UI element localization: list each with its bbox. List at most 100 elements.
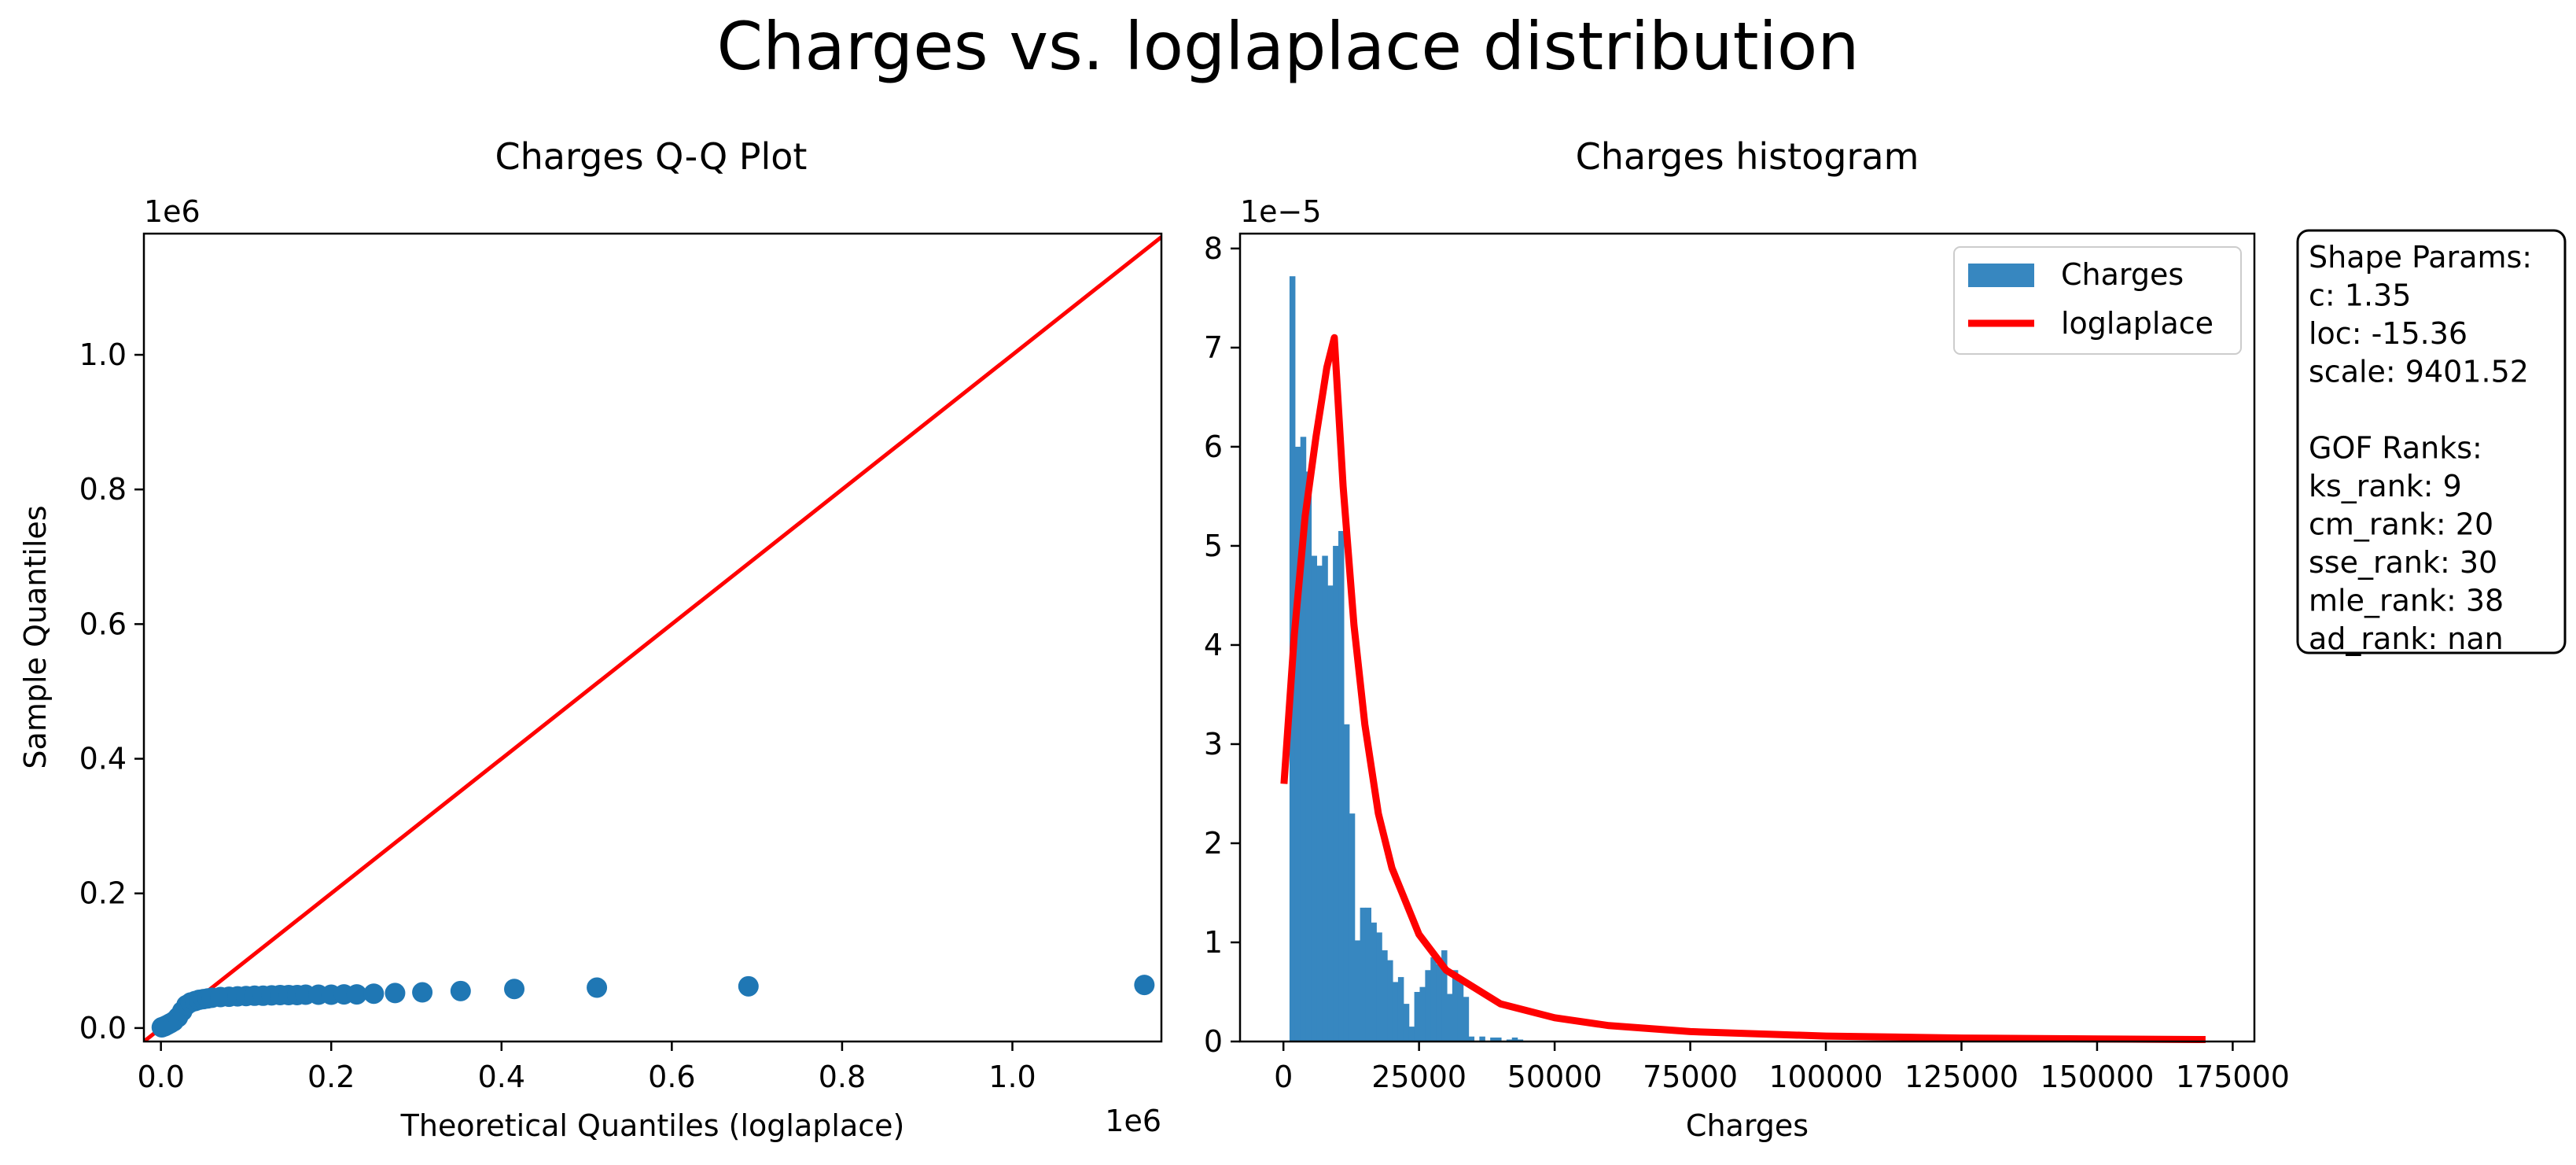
histogram-bar xyxy=(1468,1036,1475,1041)
histogram-bar xyxy=(1376,932,1382,1041)
histogram-bar xyxy=(1360,907,1367,1041)
legend-label-loglaplace: loglaplace xyxy=(2061,306,2214,341)
histogram-bar xyxy=(1408,1027,1415,1041)
histogram-bar xyxy=(1517,1039,1524,1041)
histogram-bar xyxy=(1382,950,1388,1041)
qq-point xyxy=(450,980,471,1001)
histogram-bar xyxy=(1392,982,1399,1041)
loglaplace-curve xyxy=(1280,334,2206,1043)
histogram-y-tick-label: 1 xyxy=(1204,925,1223,960)
qq-points xyxy=(151,975,1155,1038)
histogram-bar xyxy=(1436,964,1442,1041)
qq-y-tick-label: 0.6 xyxy=(79,606,127,641)
qq-plot-frame xyxy=(142,232,1163,1043)
histogram-x-tick-label: 125000 xyxy=(1904,1060,2018,1094)
histogram-bar xyxy=(1446,994,1453,1041)
histogram-bar xyxy=(1305,471,1312,1041)
histogram-x-tick-label: 50000 xyxy=(1507,1060,1603,1094)
histogram-bar xyxy=(1463,997,1470,1041)
histogram-x-tick-label: 175000 xyxy=(2176,1060,2290,1094)
qq-x-tick-label: 0.2 xyxy=(307,1060,355,1094)
histogram-bar xyxy=(1294,446,1301,1041)
histogram-bars xyxy=(1289,276,1524,1041)
qq-x-tick-label: 1.0 xyxy=(988,1060,1036,1094)
qq-y-tick-label: 0.4 xyxy=(79,742,127,776)
histogram-bar xyxy=(1371,922,1377,1041)
qq-point xyxy=(1134,975,1155,996)
qq-x-tick-label: 0.0 xyxy=(137,1060,184,1094)
histogram-x-tick-label: 25000 xyxy=(1371,1060,1466,1094)
histogram-x-tick-label: 0 xyxy=(1274,1060,1293,1094)
qq-point xyxy=(363,983,385,1005)
histogram-x-tick-label: 100000 xyxy=(1768,1060,1882,1094)
histogram-bar xyxy=(1387,960,1393,1041)
histogram-title: Charges histogram xyxy=(1576,135,1919,178)
qq-x-offset-label: 1e6 xyxy=(1105,1104,1161,1138)
histogram-bar xyxy=(1457,982,1464,1041)
qq-point xyxy=(587,977,608,998)
histogram-bar xyxy=(1511,1037,1518,1041)
histogram-y-tick-label: 4 xyxy=(1204,628,1223,662)
info-box-line: GOF Ranks: xyxy=(2309,431,2482,466)
histogram-bar xyxy=(1425,970,1431,1041)
histogram-y-tick-label: 7 xyxy=(1204,330,1223,365)
qq-reference-line-layer xyxy=(144,235,1161,1041)
histogram-y-tick-label: 2 xyxy=(1204,826,1223,861)
histogram-y-tick-label: 3 xyxy=(1204,727,1223,761)
legend: Charges loglaplace xyxy=(1953,246,2242,355)
qq-y-tick-label: 0.8 xyxy=(79,472,127,507)
histogram-bar xyxy=(1441,950,1448,1041)
histogram-y-tick-label: 8 xyxy=(1204,231,1223,266)
histogram-y-tick-label: 5 xyxy=(1204,529,1223,563)
histogram-bar xyxy=(1333,545,1339,1041)
histogram-bar xyxy=(1419,986,1426,1041)
histogram-y-tick-label: 0 xyxy=(1204,1024,1223,1059)
info-box-line: scale: 9401.52 xyxy=(2309,355,2529,389)
histogram-bar xyxy=(1479,1036,1485,1041)
histogram-bar xyxy=(1349,813,1356,1041)
histogram-y-tick-label: 6 xyxy=(1204,430,1223,464)
histogram-bar xyxy=(1327,585,1334,1041)
qq-plot: Charges Q-Q Plot 0.0 0.2 0.4 0.6 0.8 1.00.00.… xyxy=(18,135,1163,1143)
histogram-x-tick-label: 75000 xyxy=(1643,1060,1738,1094)
info-box-frame xyxy=(2296,229,2567,654)
histogram-bar xyxy=(1496,1037,1502,1041)
info-box-line: c: 1.35 xyxy=(2309,278,2411,313)
qq-x-tick-label: 0.8 xyxy=(819,1060,866,1094)
qq-y-offset-label: 1e6 xyxy=(144,194,201,229)
legend-label-charges: Charges xyxy=(2061,257,2184,292)
histogram-y-offset-label: 1e−5 xyxy=(1240,194,1322,229)
qq-plot-ticks: 0.0 0.2 0.4 0.6 0.8 1.0 0.0 0.2 0.4 0.6 0.8 1.0 xyxy=(79,337,1036,1094)
qq-x-tick-label: 0.4 xyxy=(478,1060,525,1094)
histogram-bar xyxy=(1311,555,1318,1041)
info-box-line: ks_rank: 9 xyxy=(2309,469,2462,503)
qq-y-tick-label: 1.0 xyxy=(79,337,127,372)
info-box-line: loc: -15.36 xyxy=(2309,316,2467,351)
qq-x-axis-label: Theoretical Quantiles (loglaplace) xyxy=(400,1108,905,1143)
histogram-plot: Charges histogram 0 25000 50000 75000 100000… xyxy=(1204,135,2290,1143)
qq-y-tick-label: 0.2 xyxy=(79,876,127,911)
qq-x-tick-label: 0.6 xyxy=(648,1060,695,1094)
qq-y-axis-label: Sample Quantiles xyxy=(18,505,53,769)
qq-y-tick-label: 0.0 xyxy=(79,1011,127,1045)
histogram-bar xyxy=(1343,724,1350,1041)
qq-point xyxy=(346,984,367,1005)
histogram-bar xyxy=(1300,437,1307,1041)
info-box-line: sse_rank: 30 xyxy=(2309,545,2497,580)
histogram-bar xyxy=(1430,957,1437,1041)
info-box-line: mle_rank: 38 xyxy=(2309,584,2504,618)
histogram-bar xyxy=(1397,977,1404,1041)
qq-plot-title: Charges Q-Q Plot xyxy=(495,135,808,178)
loglaplace-curve-layer xyxy=(1280,334,2206,1043)
qq-point xyxy=(738,975,759,997)
histogram-bar xyxy=(1506,1039,1513,1041)
figure-title: Charges vs. loglaplace distribution xyxy=(716,8,1859,85)
histogram-bar xyxy=(1365,907,1371,1041)
histogram-frame xyxy=(1238,232,2256,1043)
histogram-bar xyxy=(1452,970,1459,1041)
histogram-bar xyxy=(1490,1037,1496,1041)
qq-reference-line xyxy=(144,235,1161,1041)
